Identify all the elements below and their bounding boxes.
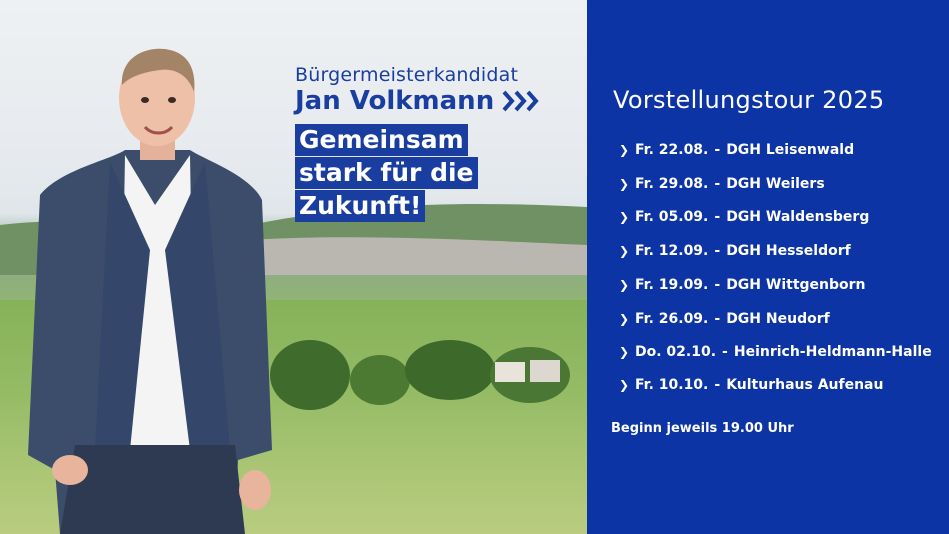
chevron-right-icon: ❯ bbox=[619, 312, 630, 326]
event-venue: DGH Leisenwald bbox=[726, 142, 855, 158]
event-date: Fr. 22.08. bbox=[635, 142, 709, 158]
event-date: Fr. 10.10. bbox=[635, 377, 709, 393]
event-separator: - bbox=[714, 277, 721, 293]
start-time-note: Beginn jeweils 19.00 Uhr bbox=[611, 421, 794, 436]
event-date: Fr. 26.09. bbox=[635, 311, 709, 327]
candidate-name: Jan Volkmann bbox=[295, 86, 495, 116]
chevron-right-icon: ❯ bbox=[619, 278, 630, 292]
event-venue: Kulturhaus Aufenau bbox=[726, 377, 884, 393]
event-venue: DGH Neudorf bbox=[726, 311, 830, 327]
candidate-role: Bürgermeisterkandidat bbox=[295, 64, 519, 86]
event-item: ❯ Fr. 29.08. - DGH Weilers bbox=[619, 176, 825, 192]
event-separator: - bbox=[714, 243, 721, 259]
campaign-photo: Bürgermeisterkandidat Jan Volkmann Gemei… bbox=[0, 0, 587, 534]
event-venue: Heinrich-Heldmann-Halle bbox=[733, 344, 932, 360]
panel-title: Vorstellungstour 2025 bbox=[613, 86, 885, 114]
event-item: ❯ Fr. 22.08. - DGH Leisenwald bbox=[619, 142, 854, 158]
tour-panel: Vorstellungstour 2025 ❯ Fr. 22.08. - DGH… bbox=[587, 0, 949, 534]
event-venue: DGH Hesseldorf bbox=[726, 243, 851, 259]
event-date: Fr. 29.08. bbox=[635, 176, 709, 192]
event-separator: - bbox=[714, 142, 721, 158]
headline: Bürgermeisterkandidat Jan Volkmann Gemei… bbox=[295, 64, 585, 223]
event-venue: DGH Weilers bbox=[726, 176, 825, 192]
candidate-portrait bbox=[28, 48, 272, 534]
slogan-line: stark für die bbox=[295, 157, 478, 189]
chevron-right-icon: ❯ bbox=[619, 143, 630, 157]
event-item: ❯ Fr. 12.09. - DGH Hesseldorf bbox=[619, 243, 851, 259]
slogan: Gemeinsam stark für die Zukunft! bbox=[295, 124, 585, 223]
slogan-line: Zukunft! bbox=[295, 190, 426, 222]
event-item: ❯ Do. 02.10. - Heinrich-Heldmann-Halle bbox=[619, 344, 932, 360]
chevron-right-icon: ❯ bbox=[619, 345, 630, 359]
event-item: ❯ Fr. 19.09. - DGH Wittgenborn bbox=[619, 277, 866, 293]
slogan-line: Gemeinsam bbox=[295, 124, 468, 156]
event-separator: - bbox=[722, 344, 728, 360]
event-date: Fr. 12.09. bbox=[635, 243, 709, 259]
event-venue: DGH Waldensberg bbox=[726, 209, 870, 225]
chevron-right-icon: ❯ bbox=[619, 177, 630, 191]
event-separator: - bbox=[714, 209, 721, 225]
chevron-right-icon: ❯ bbox=[619, 378, 630, 392]
event-item: ❯ Fr. 05.09. - DGH Waldensberg bbox=[619, 209, 869, 225]
event-date: Fr. 05.09. bbox=[635, 209, 709, 225]
event-separator: - bbox=[714, 377, 721, 393]
chevron-right-icon: ❯ bbox=[619, 244, 630, 258]
event-item: ❯ Fr. 10.10. - Kulturhaus Aufenau bbox=[619, 377, 883, 393]
event-item: ❯ Fr. 26.09. - DGH Neudorf bbox=[619, 311, 830, 327]
event-date: Do. 02.10. bbox=[635, 344, 717, 360]
event-date: Fr. 19.09. bbox=[635, 277, 709, 293]
chevron-right-icon: ❯ bbox=[619, 210, 630, 224]
tree-line bbox=[270, 340, 570, 410]
event-venue: DGH Wittgenborn bbox=[726, 277, 866, 293]
event-separator: - bbox=[714, 311, 721, 327]
triple-chevron-icon bbox=[502, 90, 544, 112]
event-separator: - bbox=[714, 176, 721, 192]
